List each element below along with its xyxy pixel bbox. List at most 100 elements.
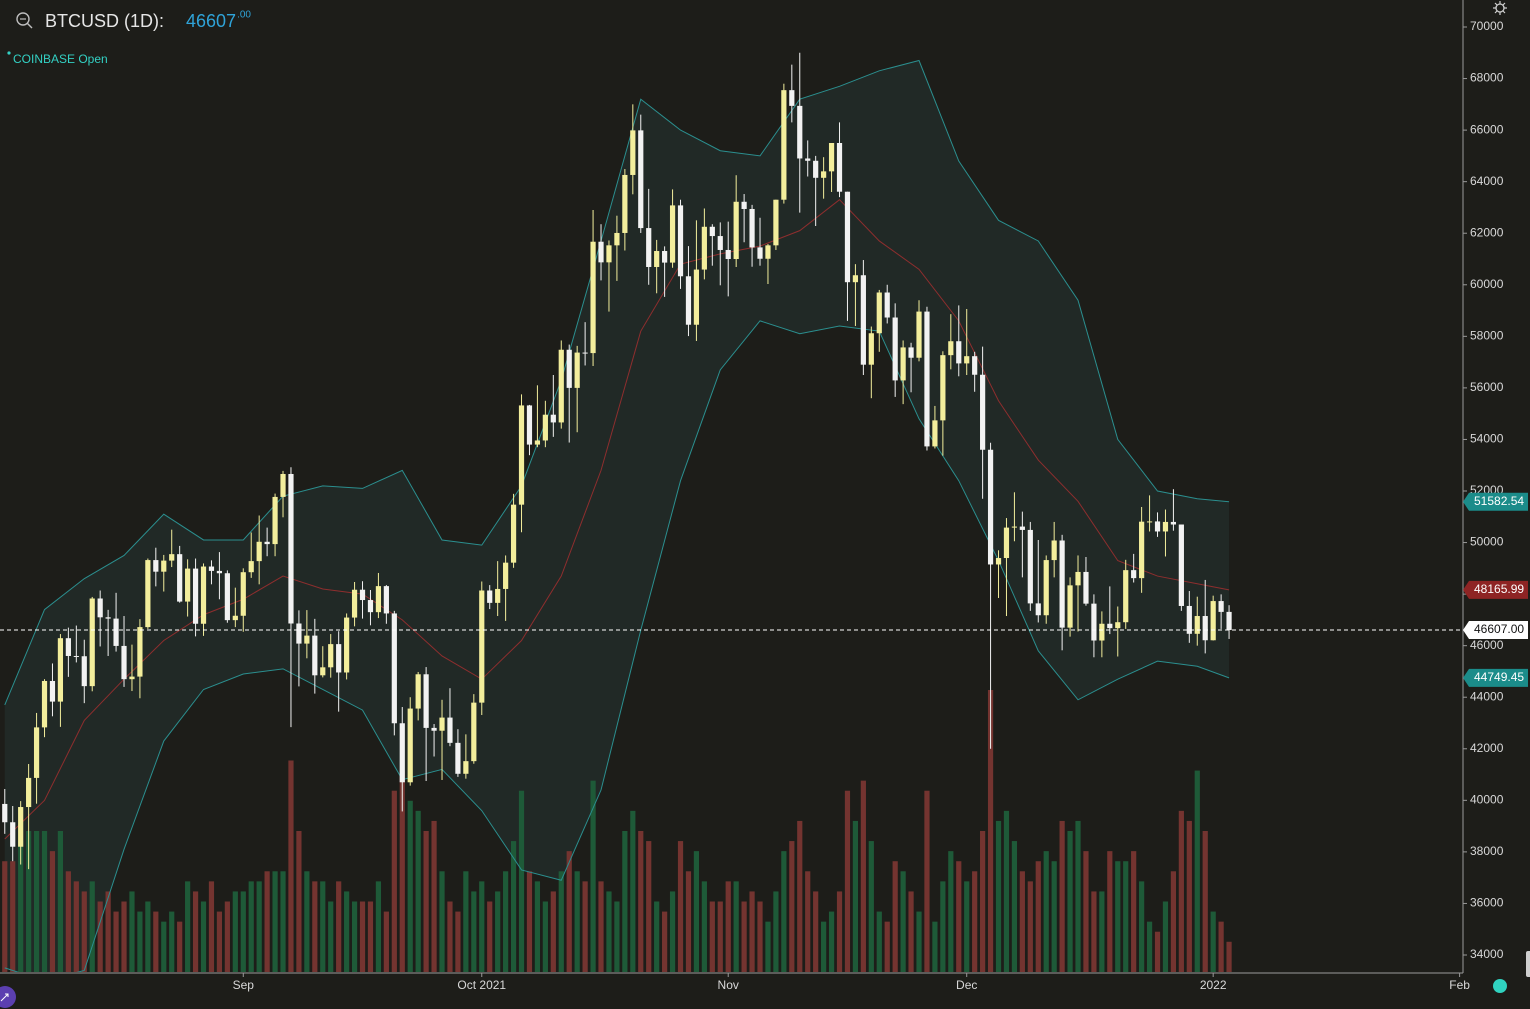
volume-bar <box>1131 851 1137 972</box>
candle-body <box>781 90 787 200</box>
volume-bar <box>924 790 930 972</box>
y-tick-label: 50000 <box>1470 535 1504 549</box>
candle-body <box>423 674 429 728</box>
volume-bar <box>582 881 588 972</box>
volume-bar <box>709 901 715 972</box>
candle-body <box>383 586 389 614</box>
volume-bar <box>375 881 382 972</box>
candle-body <box>526 405 533 445</box>
candle-body <box>654 251 660 267</box>
volume-bar <box>852 820 859 972</box>
search-icon[interactable] <box>16 12 33 29</box>
volume-bar <box>741 901 747 972</box>
candle-body <box>598 241 604 263</box>
candle-body <box>1123 570 1129 623</box>
volume-bar <box>1162 901 1169 972</box>
candle-body <box>97 598 103 618</box>
candle-body <box>932 420 938 447</box>
volume-bar <box>1067 831 1073 972</box>
volume-bar <box>296 831 302 972</box>
candle-body <box>351 589 358 618</box>
candle-body <box>1019 526 1025 530</box>
volume-bar <box>1035 861 1041 972</box>
volume-bar <box>765 921 771 972</box>
y-tick-label: 44000 <box>1470 689 1504 703</box>
candle-body <box>805 158 811 161</box>
candle-body <box>1131 570 1137 579</box>
candle-body <box>1035 603 1041 616</box>
volume-bar <box>81 891 87 972</box>
volume-bar <box>1083 851 1089 972</box>
middle-tag-box <box>1463 580 1528 599</box>
band-upper <box>4 59 1230 706</box>
volume-bar <box>598 881 604 972</box>
candle-body <box>924 311 930 447</box>
volume-bar <box>1139 881 1145 972</box>
exchange-dot <box>7 51 11 55</box>
candle-body <box>2 803 8 823</box>
volume-bar <box>550 891 556 972</box>
candle-body <box>240 572 246 616</box>
middle-tag-label: 48165.99 <box>1474 582 1524 596</box>
volume-bar <box>161 921 167 972</box>
volume-bar <box>407 800 413 972</box>
volume-bar <box>145 901 151 972</box>
candle-body <box>948 341 954 356</box>
volume-bar <box>185 881 191 972</box>
volume-bar <box>518 790 525 972</box>
live-indicator[interactable] <box>1493 979 1507 993</box>
volume-bar <box>860 780 866 972</box>
candle-body <box>33 727 40 778</box>
scroll-handle[interactable] <box>1526 951 1530 977</box>
y-tick-label: 64000 <box>1470 174 1504 188</box>
candle-body <box>73 655 79 657</box>
candle-body <box>630 130 636 175</box>
volume-bar <box>916 911 922 972</box>
candle-body <box>1091 603 1097 641</box>
volume-bar <box>471 891 477 972</box>
volume-bar <box>622 831 628 972</box>
candle-body <box>336 644 342 673</box>
volume-bar <box>781 851 787 972</box>
y-tick-label: 60000 <box>1470 277 1504 291</box>
candle-body <box>447 717 453 743</box>
candle-body <box>1146 521 1153 523</box>
volume-bar <box>638 831 644 972</box>
volume-bar <box>455 911 461 972</box>
volume-bar <box>463 871 469 972</box>
candle-body <box>972 356 978 375</box>
header-price: 46607 <box>186 11 236 31</box>
candle-body <box>733 201 739 259</box>
settings-icon[interactable] <box>1493 1 1507 15</box>
candle-body <box>479 590 485 703</box>
candle-body <box>431 727 437 731</box>
volume-bar <box>805 871 811 972</box>
volume-bar <box>725 881 731 972</box>
volume-bar <box>606 891 612 972</box>
candle-body <box>868 333 874 365</box>
candle-body <box>1083 571 1089 604</box>
volume-bar <box>987 690 994 972</box>
lower-tag-box <box>1463 668 1528 687</box>
volume-bar <box>224 901 230 972</box>
volume-bar <box>892 861 898 972</box>
candle-body <box>813 160 819 178</box>
volume-bar <box>868 841 874 972</box>
volume-bar <box>677 841 684 972</box>
y-tick-label: 66000 <box>1470 122 1504 136</box>
candle-body <box>26 777 32 808</box>
candle-body <box>1051 540 1057 561</box>
candle-body <box>264 541 270 545</box>
candle-body <box>216 570 223 574</box>
candle-body <box>177 554 183 602</box>
volume-bar <box>383 911 389 972</box>
volume-bar <box>948 851 954 972</box>
y-tick-label: 58000 <box>1470 329 1504 343</box>
candle-body <box>463 761 469 774</box>
volume-bar <box>1123 861 1129 972</box>
volume-bar <box>1099 891 1105 972</box>
volume-bar <box>574 871 580 972</box>
volume-bar <box>439 871 445 972</box>
candle-body <box>1194 616 1200 634</box>
candle-body <box>1115 622 1121 629</box>
